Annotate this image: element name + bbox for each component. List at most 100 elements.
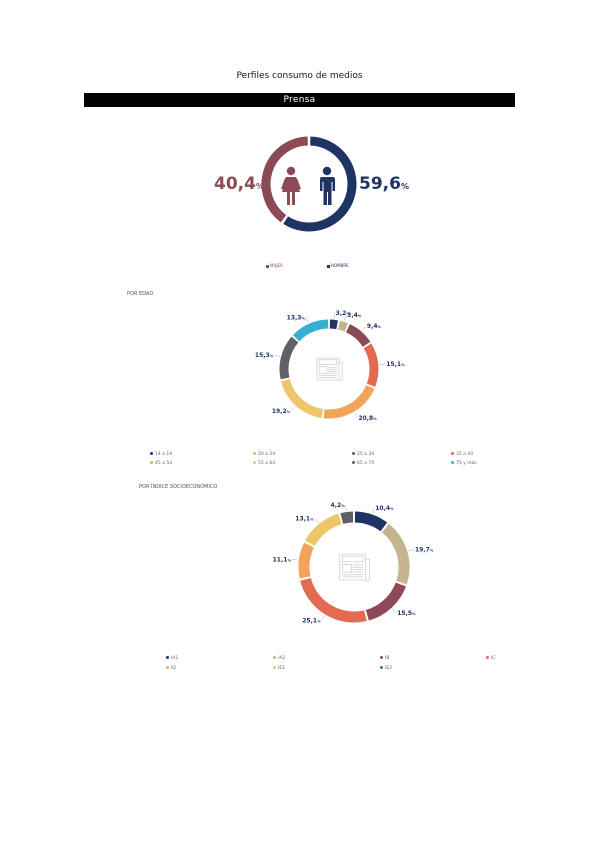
socio-legend-item-0: IA1: [166, 656, 178, 661]
socio-legend-item-1: IA2: [273, 656, 285, 661]
mujer-percent-value: 40,4: [214, 174, 256, 194]
age-legend-item-4: 45 a 54: [150, 461, 172, 466]
woman-icon: [281, 166, 301, 205]
legend-hombre-label: HOMBRE: [331, 263, 349, 268]
socio-legend-label-1: IA2: [278, 656, 286, 661]
age-legend-label-7: 75 y más: [456, 461, 477, 466]
hombre-percent-value: 59,6: [359, 174, 401, 194]
age-label-unit-2: %: [378, 325, 382, 329]
age-legend-label-2: 25 a 34: [357, 452, 375, 457]
man-icon: [320, 166, 335, 205]
socio-label-unit-4: %: [287, 558, 291, 562]
age-label-6: 15,3%: [255, 352, 274, 359]
socio-leader-4: [291, 559, 298, 561]
age-label-unit-7: %: [301, 316, 305, 320]
socio-legend-label-3: IC: [491, 656, 496, 661]
gender-slice-mujer: [261, 136, 309, 223]
age-label-3: 15,1%: [386, 361, 405, 368]
socio-leader-2: [392, 608, 397, 614]
socio-legend-item-6: IE2: [380, 666, 392, 671]
age-legend-dot-5: [253, 461, 256, 464]
socio-legend-item-3: IC: [486, 656, 495, 661]
socio-legend-label-5: IE1: [278, 666, 286, 671]
age-label-unit-5: %: [287, 410, 291, 414]
age-section-label: POR EDAD: [127, 291, 154, 297]
socio-slice-6: [340, 511, 354, 524]
socio-legend-label-6: IE2: [385, 666, 393, 671]
age-leader-0: [333, 312, 335, 319]
age-slice-5: [281, 378, 324, 418]
age-legend-item-2: 25 a 34: [352, 452, 374, 457]
socio-legend-item-5: IE1: [273, 666, 285, 671]
gender-slice-hombre: [283, 136, 357, 232]
age-legend-label-4: 45 a 54: [155, 461, 173, 466]
age-label-unit-1: %: [358, 314, 362, 318]
socio-legend-label-2: IB: [385, 656, 390, 661]
socio-leader-0: [372, 507, 375, 514]
age-slice-6: [279, 336, 299, 380]
age-legend-label-0: 14 a 19: [155, 452, 173, 457]
socio-label-3: 25,1%: [302, 617, 321, 624]
age-label-unit-6: %: [270, 354, 274, 358]
age-label-1: 3,4%: [347, 312, 362, 319]
mujer-percent: 40,4%: [214, 174, 264, 194]
age-leader-3: [379, 363, 386, 365]
socio-legend-dot-5: [273, 666, 276, 669]
age-leader-5: [290, 406, 296, 412]
socio-legend-label-0: IA1: [171, 656, 179, 661]
age-legend-item-7: 75 y más: [451, 461, 477, 466]
socio-label-unit-6: %: [341, 504, 345, 508]
age-legend-dot-4: [150, 461, 153, 464]
age-leader-2: [361, 326, 367, 331]
age-label-7: 13,3%: [287, 314, 306, 321]
socio-label-5: 13,1%: [295, 515, 314, 522]
socio-legend-dot-3: [486, 656, 489, 659]
socio-legend-dot-6: [380, 666, 383, 669]
socio-slice-3: [300, 577, 367, 623]
age-label-5: 19,2%: [272, 408, 291, 415]
legend-hombre: HOMBRE: [327, 263, 349, 268]
socio-slice-5: [305, 513, 342, 547]
age-legend-dot-7: [451, 461, 454, 464]
age-legend-label-1: 20 a 24: [258, 452, 276, 457]
socio-slice-4: [298, 542, 315, 579]
socio-label-2: 15,5%: [397, 610, 416, 617]
age-legend-dot-3: [451, 452, 454, 455]
age-label-unit-3: %: [401, 363, 405, 367]
age-legend-item-6: 65 a 74: [352, 461, 374, 466]
section-banner: Prensa: [84, 93, 515, 107]
socio-legend-dot-0: [166, 656, 169, 659]
age-newspaper-icon: [316, 357, 343, 381]
mujer-percent-unit: %: [255, 182, 264, 191]
age-leader-6: [274, 354, 281, 357]
age-legend-label-6: 65 a 74: [357, 461, 375, 466]
socio-leader-6: [345, 505, 347, 512]
age-slice-7: [292, 319, 329, 342]
age-slice-4: [323, 384, 375, 419]
legend-hombre-swatch: [327, 264, 330, 268]
age-label-4: 20,8%: [358, 415, 377, 422]
socio-leader-1: [408, 549, 415, 552]
hombre-percent: 59,6%: [359, 174, 409, 194]
socio-legend-dot-2: [380, 656, 383, 659]
age-leader-4: [354, 412, 358, 418]
legend-mujer-swatch: [266, 264, 269, 268]
age-label-unit-4: %: [373, 417, 377, 421]
age-legend-item-5: 55 a 64: [253, 461, 275, 466]
legend-mujer-label: MUJER: [270, 263, 283, 268]
socio-newspaper-icon: [339, 553, 371, 582]
socio-label-0: 10,4%: [375, 505, 394, 512]
socio-label-6: 4,2%: [331, 502, 346, 509]
socio-label-4: 11,1%: [273, 556, 292, 563]
socio-label-1: 19,7%: [415, 546, 434, 553]
age-leader-7: [305, 317, 309, 323]
socio-legend-item-4: ID: [166, 666, 176, 671]
age-label-unit-0: %: [346, 312, 350, 316]
age-legend-dot-2: [352, 452, 355, 455]
socio-legend-dot-4: [166, 666, 169, 669]
age-slice-2: [345, 324, 371, 347]
age-legend-dot-1: [253, 452, 256, 455]
